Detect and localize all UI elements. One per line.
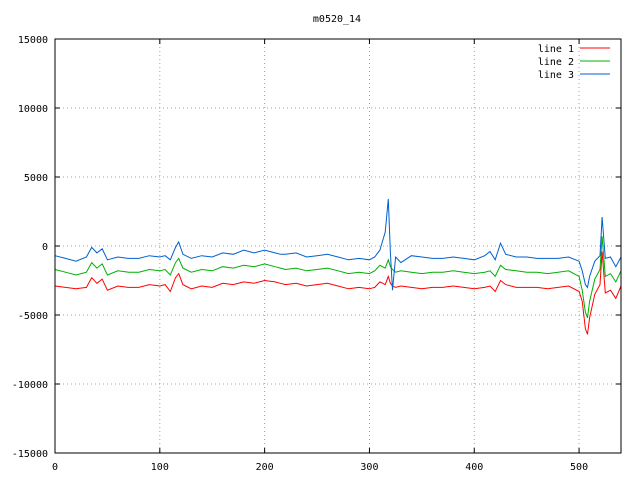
legend: line 1 line 2 line 3	[538, 44, 610, 81]
series-line-2	[54, 236, 622, 318]
y-tick-label: 0	[42, 242, 48, 253]
series-line-1	[54, 251, 622, 335]
x-tick-label: 500	[570, 462, 588, 473]
ticks: 0 100 200 300 400 500 -15000 -10000 -5000 0 5000 10…	[12, 35, 621, 473]
y-tick-label: 15000	[18, 35, 48, 46]
series-line-3	[54, 199, 622, 291]
y-tick-label: -15000	[12, 449, 48, 460]
legend-label-3: line 3	[538, 70, 574, 81]
legend-label-2: line 2	[538, 57, 574, 68]
x-tick-label: 0	[52, 462, 58, 473]
grid	[55, 39, 621, 453]
x-tick-label: 200	[256, 462, 274, 473]
chart-title: m0520_14	[313, 14, 361, 25]
y-tick-label: 10000	[18, 104, 48, 115]
series-layer	[54, 199, 622, 335]
x-tick-label: 100	[151, 462, 169, 473]
x-tick-label: 300	[360, 462, 378, 473]
x-tick-label: 400	[465, 462, 483, 473]
y-tick-label: -10000	[12, 380, 48, 391]
y-tick-label: -5000	[18, 311, 48, 322]
y-tick-label: 5000	[24, 173, 48, 184]
legend-label-1: line 1	[538, 44, 574, 55]
